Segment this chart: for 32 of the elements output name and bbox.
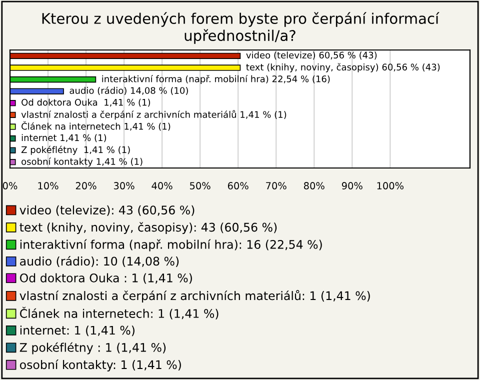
x-tick-label: 80%	[304, 182, 324, 190]
x-tick-label: 20%	[76, 182, 96, 190]
chart-title: Kterou z uvedených forem byste pro čerpání informací upřednostnil/a?	[42, 12, 440, 44]
legend-label: osobní kontakty: 1 (1,41 %)	[20, 360, 181, 372]
text: audio (rádio) 14,08 % (10)	[70, 86, 188, 95]
text: internet 1,41 % (1)	[22, 134, 106, 142]
legend-label: audio (rádio): 10 (14,08 %)	[20, 256, 179, 268]
legend-label: internet: 1 (1,41 %)	[20, 326, 134, 336]
legend-label: interaktivní forma (např. mobilní hra): 16 (22,54 %)	[20, 239, 322, 252]
x-tick-label: 60%	[228, 182, 248, 190]
x-tick-label: 70%	[266, 182, 286, 190]
text: Od doktora Ouka 1,41 % (1)	[22, 98, 150, 107]
x-tick-label: 0%	[2, 182, 18, 190]
text: video (televize) 60,56 % (43)	[246, 52, 377, 60]
x-tick-label: 30%	[114, 182, 134, 190]
legend-label: Z pokéflétny : 1 (1,41 %)	[20, 342, 166, 354]
legend-label: vlastní znalosti a čerpání z archivních materiálů: 1 (1,41 %)	[20, 290, 370, 302]
legend-label: text (knihy, noviny, časopisy): 43 (60,56 %)	[20, 222, 277, 234]
text: Článek na internetech 1,41 % (1)	[22, 121, 170, 131]
legend-label: video (televize): 43 (60,56 %)	[20, 205, 194, 216]
x-tick-label: 10%	[38, 182, 58, 190]
x-tick-label: 50%	[190, 182, 210, 190]
text: interaktivní forma (např. mobilní hra) 22,54 % (16)	[102, 74, 330, 84]
legend-label: Od doktora Ouka : 1 (1,41 %)	[20, 273, 192, 284]
text: osobní kontakty 1,41 % (1)	[22, 158, 142, 167]
text: text (knihy, noviny, časopisy) 60,56 % (43)	[246, 63, 440, 72]
x-tick-label: 40%	[152, 182, 172, 190]
x-tick-label: 100%	[377, 182, 404, 190]
text: vlastní znalosti a čerpání z archivních materiálů 1,41 % (1)	[21, 110, 286, 120]
x-tick-label: 90%	[342, 182, 362, 190]
text: Z pokéflétny 1,41 % (1)	[21, 146, 130, 155]
legend-label: Článek na internetech: 1 (1,41 %)	[20, 306, 218, 320]
